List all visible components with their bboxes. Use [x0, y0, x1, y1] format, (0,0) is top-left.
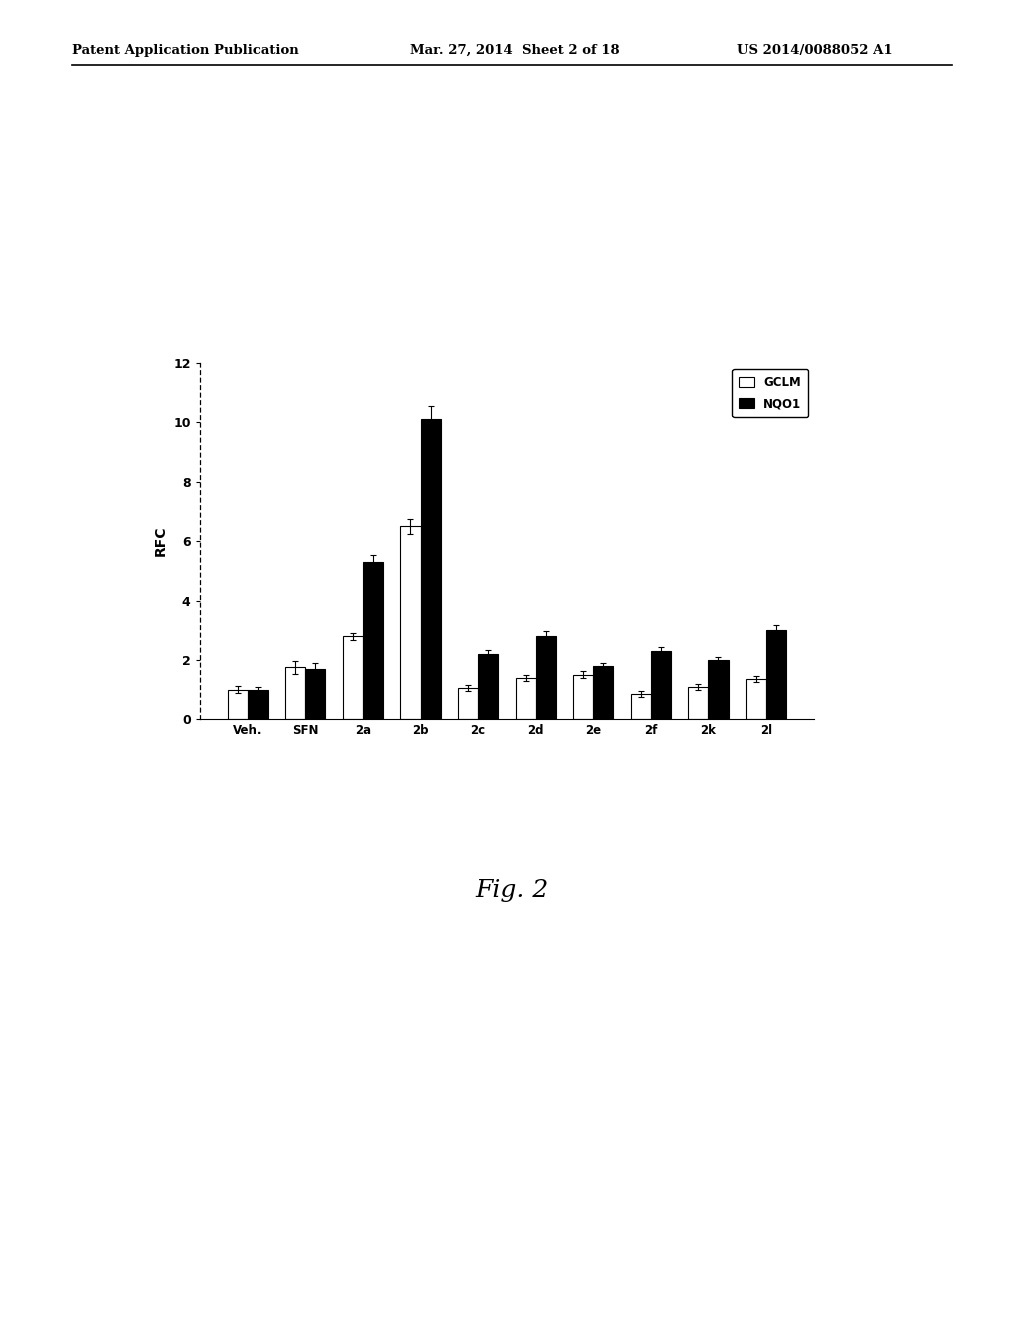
Bar: [688, 686, 709, 719]
Text: Patent Application Publication: Patent Application Publication: [72, 44, 298, 57]
Bar: [458, 688, 478, 719]
Bar: [248, 689, 268, 719]
Bar: [421, 420, 440, 719]
Bar: [305, 669, 326, 719]
Bar: [709, 660, 728, 719]
Text: Fig. 2: Fig. 2: [475, 879, 549, 903]
Bar: [631, 694, 651, 719]
Bar: [286, 668, 305, 719]
Bar: [593, 665, 613, 719]
Bar: [515, 678, 536, 719]
Bar: [651, 651, 671, 719]
Text: US 2014/0088052 A1: US 2014/0088052 A1: [737, 44, 893, 57]
Bar: [362, 562, 383, 719]
Bar: [400, 527, 421, 719]
Bar: [766, 630, 786, 719]
Y-axis label: RFC: RFC: [154, 525, 168, 557]
Legend: GCLM, NQO1: GCLM, NQO1: [732, 368, 808, 417]
Bar: [745, 680, 766, 719]
Bar: [573, 675, 593, 719]
Bar: [478, 653, 499, 719]
Bar: [227, 689, 248, 719]
Bar: [343, 636, 362, 719]
Text: Mar. 27, 2014  Sheet 2 of 18: Mar. 27, 2014 Sheet 2 of 18: [410, 44, 620, 57]
Bar: [536, 636, 556, 719]
